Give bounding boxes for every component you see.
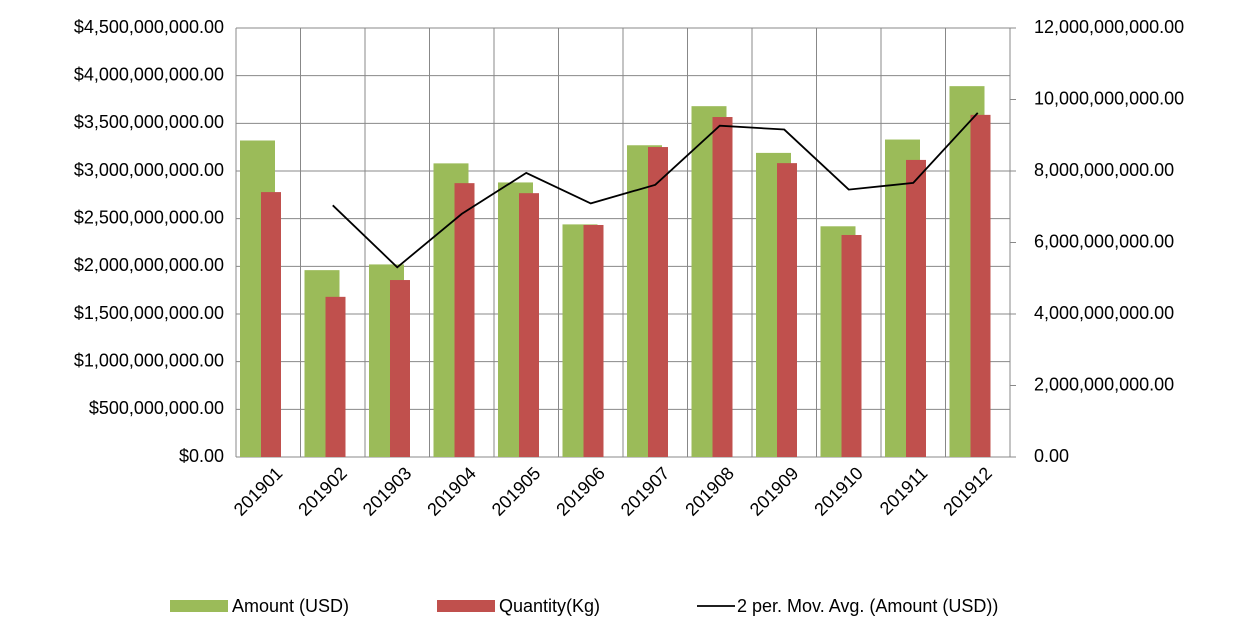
bar	[454, 183, 475, 457]
y-tick-label: $1,000,000,000.00	[74, 350, 224, 370]
bar	[583, 224, 604, 457]
bar	[325, 296, 346, 457]
legend-swatch	[437, 600, 495, 612]
bar	[841, 234, 862, 457]
x-tick-label: 201903	[359, 463, 416, 520]
bar	[970, 114, 991, 457]
y2-tick-label: 6,000,000,000.00	[1034, 231, 1174, 251]
y-tick-label: $1,500,000,000.00	[74, 303, 224, 323]
y-tick-label: $500,000,000.00	[89, 398, 224, 418]
y-tick-label: $3,000,000,000.00	[74, 160, 224, 180]
y2-tick-label: 8,000,000,000.00	[1034, 160, 1174, 180]
y2-tick-label: 10,000,000,000.00	[1034, 88, 1184, 108]
y-tick-label: $2,500,000,000.00	[74, 207, 224, 227]
bar	[777, 163, 797, 457]
legend-swatch	[170, 600, 228, 612]
bar	[648, 147, 668, 458]
bar	[390, 280, 410, 457]
x-tick-label: 201911	[876, 463, 932, 519]
x-tick-label: 201909	[746, 463, 803, 520]
y2-tick-label: 4,000,000,000.00	[1034, 303, 1174, 323]
x-tick-label: 201912	[939, 463, 996, 520]
y-tick-label: $3,500,000,000.00	[74, 112, 224, 132]
y2-tick-label: 12,000,000,000.00	[1034, 17, 1184, 37]
x-tick-label: 201907	[617, 463, 674, 520]
y-tick-label: $0.00	[179, 446, 224, 466]
y-tick-label: $4,000,000,000.00	[74, 64, 224, 84]
legend-label: Amount (USD)	[232, 596, 349, 616]
y2-tick-label: 0.00	[1034, 446, 1069, 466]
bar	[906, 159, 926, 458]
x-tick-label: 201908	[681, 463, 738, 520]
bar	[519, 193, 539, 458]
x-tick-label: 201910	[810, 463, 867, 520]
x-tick-label: 201905	[488, 463, 545, 520]
x-tick-label: 201901	[230, 463, 287, 520]
bar	[261, 192, 281, 457]
y-tick-label: $4,500,000,000.00	[74, 17, 224, 37]
bar	[712, 117, 733, 457]
moving-average-line	[332, 112, 979, 269]
x-tick-label: 201906	[552, 463, 609, 520]
legend-label: Quantity(Kg)	[499, 596, 600, 616]
y-tick-label: $2,000,000,000.00	[74, 255, 224, 275]
y2-tick-label: 2,000,000,000.00	[1034, 374, 1174, 394]
legend-label: 2 per. Mov. Avg. (Amount (USD))	[737, 596, 998, 616]
x-tick-label: 201902	[294, 463, 351, 520]
x-tick-label: 201904	[423, 463, 480, 520]
